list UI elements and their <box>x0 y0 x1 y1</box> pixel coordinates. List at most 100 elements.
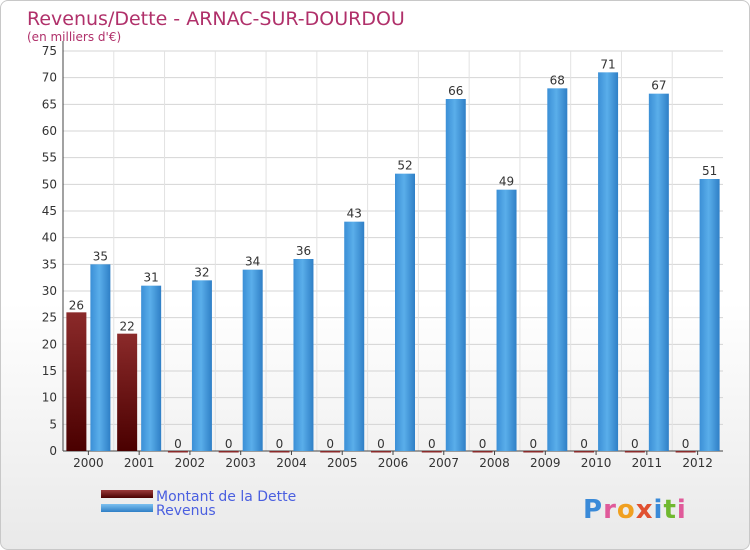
x-tick-label: 2007 <box>428 456 459 470</box>
y-tick-label: 70 <box>42 71 57 85</box>
bar-dette-2011 <box>624 451 645 453</box>
bar-revenus-2010 <box>598 72 619 451</box>
chart-subtitle: (en milliers d'€) <box>27 30 121 44</box>
data-label-revenus-2009: 68 <box>550 73 565 87</box>
logo-letter: o <box>617 495 636 525</box>
y-tick-label: 30 <box>42 284 57 298</box>
proxiti-logo: Proxiti <box>583 495 687 525</box>
data-label-dette-2004: 0 <box>276 437 284 451</box>
data-label-revenus-2000: 35 <box>93 249 108 263</box>
bar-dette-2010 <box>574 451 595 453</box>
x-tick-label: 2009 <box>530 456 561 470</box>
bar-dette-2006 <box>371 451 391 453</box>
x-tick-label: 2005 <box>327 456 358 470</box>
data-label-revenus-2005: 43 <box>347 207 362 221</box>
x-tick-label: 2008 <box>479 456 510 470</box>
x-tick-label: 2010 <box>581 456 612 470</box>
legend-label-debt: Montant de la Dette <box>156 489 296 505</box>
data-label-revenus-2007: 66 <box>448 84 463 98</box>
y-tick-label: 35 <box>42 257 57 271</box>
logo-letter: x <box>636 495 654 525</box>
bar-dette-2003 <box>218 451 239 453</box>
y-tick-label: 5 <box>49 417 57 431</box>
data-label-revenus-2001: 31 <box>144 271 159 285</box>
bar-revenus-2009 <box>547 88 568 451</box>
x-tick-label: 2011 <box>632 456 663 470</box>
data-label-dette-2007: 0 <box>428 437 436 451</box>
bar-revenus-2012 <box>699 179 720 451</box>
data-label-dette-2001: 22 <box>120 320 135 334</box>
bar-dette-2009 <box>523 451 544 453</box>
data-label-revenus-2012: 51 <box>702 164 717 178</box>
bar-revenus-2007 <box>445 99 466 451</box>
y-tick-label: 45 <box>42 204 57 218</box>
bar-dette-2000 <box>66 312 87 451</box>
y-tick-label: 75 <box>42 44 57 58</box>
logo-letter: P <box>583 495 603 525</box>
y-tick-label: 0 <box>49 444 57 458</box>
logo-letter: r <box>603 495 617 525</box>
bar-revenus-2006 <box>395 173 415 451</box>
x-tick-label: 2000 <box>73 456 104 470</box>
bar-revenus-2000 <box>90 264 111 451</box>
bar-dette-2007 <box>421 451 442 453</box>
bar-dette-2008 <box>472 451 493 453</box>
x-tick-label: 2006 <box>378 456 409 470</box>
legend-label-revenus: Revenus <box>156 503 216 519</box>
logo-text: Proxiti <box>583 495 687 525</box>
y-tick-label: 15 <box>42 364 57 378</box>
y-tick-label: 40 <box>42 231 57 245</box>
bar-revenus-2001 <box>141 285 162 451</box>
labels-layer: 26 35 22 31 0 32 0 34 0 36 0 43 0 52 0 66 0 49 0 68 0 71 0 67 0 5… <box>69 57 718 451</box>
data-label-revenus-2004: 36 <box>296 244 311 258</box>
data-label-dette-2010: 0 <box>580 437 588 451</box>
bar-dette-2004 <box>269 451 290 453</box>
data-label-revenus-2002: 32 <box>194 265 209 279</box>
x-tick-label: 2001 <box>124 456 155 470</box>
data-label-dette-2011: 0 <box>631 437 639 451</box>
data-label-revenus-2003: 34 <box>245 255 260 269</box>
data-label-revenus-2006: 52 <box>397 159 412 173</box>
x-tick-label: 2002 <box>175 456 206 470</box>
y-tick-label: 60 <box>42 124 57 138</box>
data-label-dette-2009: 0 <box>529 437 537 451</box>
data-label-revenus-2010: 71 <box>600 57 615 71</box>
x-tick-label: 2012 <box>682 456 713 470</box>
grid-layer <box>63 50 723 451</box>
bar-dette-2005 <box>320 451 341 453</box>
y-tick-label: 50 <box>42 177 57 191</box>
x-tick-label: 2004 <box>276 456 307 470</box>
bar-revenus-2004 <box>293 259 314 451</box>
y-tick-label: 55 <box>42 151 57 165</box>
data-label-revenus-2008: 49 <box>499 175 514 189</box>
bar-dette-2001 <box>117 333 138 451</box>
y-tick-label: 25 <box>42 311 57 325</box>
data-label-dette-2006: 0 <box>377 437 385 451</box>
data-label-dette-2008: 0 <box>479 437 487 451</box>
y-tick-label: 10 <box>42 391 57 405</box>
data-label-dette-2005: 0 <box>326 437 334 451</box>
logo-letter: t <box>663 495 676 525</box>
y-tick-label: 65 <box>42 97 57 111</box>
legend-swatch-debt <box>101 490 153 498</box>
bar-revenus-2008 <box>496 189 517 451</box>
bar-revenus-2002 <box>191 280 212 451</box>
bar-dette-2002 <box>167 451 188 453</box>
data-label-dette-2002: 0 <box>174 437 182 451</box>
bars-layer <box>66 72 720 453</box>
data-label-dette-2003: 0 <box>225 437 233 451</box>
logo-letter: i <box>677 495 687 525</box>
chart-title: Revenus/Dette - ARNAC-SUR-DOURDOU <box>27 8 405 30</box>
bar-dette-2012 <box>675 451 696 453</box>
logo-letter: i <box>654 495 664 525</box>
data-label-dette-2012: 0 <box>682 437 690 451</box>
bar-revenus-2003 <box>242 269 263 451</box>
bar-revenus-2005 <box>344 221 365 451</box>
legend-swatch-revenus <box>101 504 153 512</box>
data-label-revenus-2011: 67 <box>651 79 666 93</box>
bar-revenus-2011 <box>648 93 669 452</box>
data-label-dette-2000: 26 <box>69 298 84 312</box>
